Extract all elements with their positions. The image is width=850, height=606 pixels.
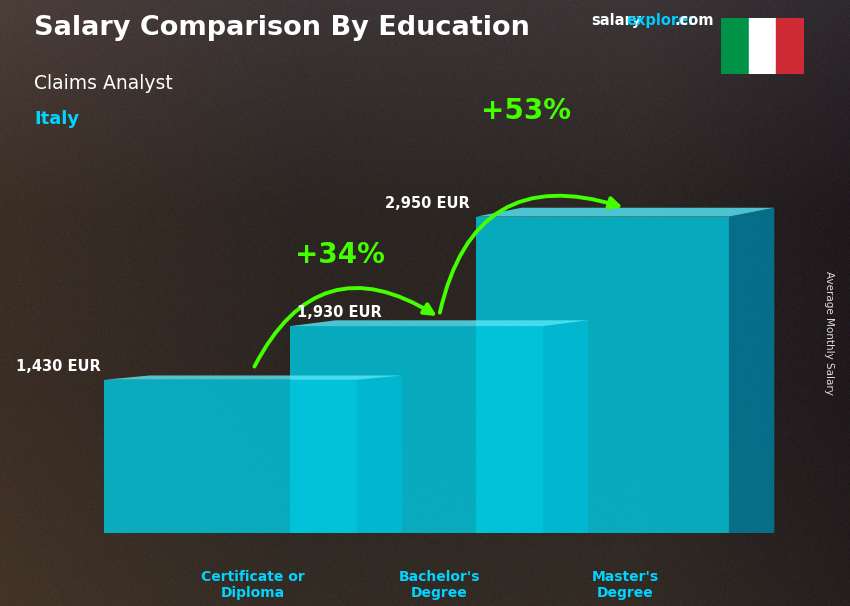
Polygon shape — [476, 216, 728, 533]
Text: explorer: explorer — [626, 13, 696, 28]
Polygon shape — [105, 376, 402, 380]
Polygon shape — [290, 321, 588, 326]
Polygon shape — [290, 326, 543, 533]
Text: Claims Analyst: Claims Analyst — [34, 74, 173, 93]
Text: Certificate or
Diploma: Certificate or Diploma — [201, 570, 305, 600]
Polygon shape — [728, 208, 774, 533]
Text: Average Monthly Salary: Average Monthly Salary — [824, 271, 834, 395]
Text: Salary Comparison By Education: Salary Comparison By Education — [34, 15, 530, 41]
Polygon shape — [543, 321, 588, 533]
Text: Bachelor's
Degree: Bachelor's Degree — [399, 570, 480, 600]
Text: +53%: +53% — [480, 98, 570, 125]
Text: 1,930 EUR: 1,930 EUR — [297, 305, 382, 320]
Text: 2,950 EUR: 2,950 EUR — [385, 196, 470, 211]
Polygon shape — [105, 380, 357, 533]
Bar — [776, 18, 804, 74]
Text: .com: .com — [674, 13, 713, 28]
Polygon shape — [476, 208, 774, 216]
Bar — [749, 18, 776, 74]
Polygon shape — [357, 376, 402, 533]
Text: salary: salary — [591, 13, 641, 28]
Bar — [721, 18, 749, 74]
Text: Italy: Italy — [34, 110, 79, 128]
Text: 1,430 EUR: 1,430 EUR — [16, 359, 101, 374]
Text: Master's
Degree: Master's Degree — [592, 570, 659, 600]
Text: +34%: +34% — [295, 241, 384, 269]
